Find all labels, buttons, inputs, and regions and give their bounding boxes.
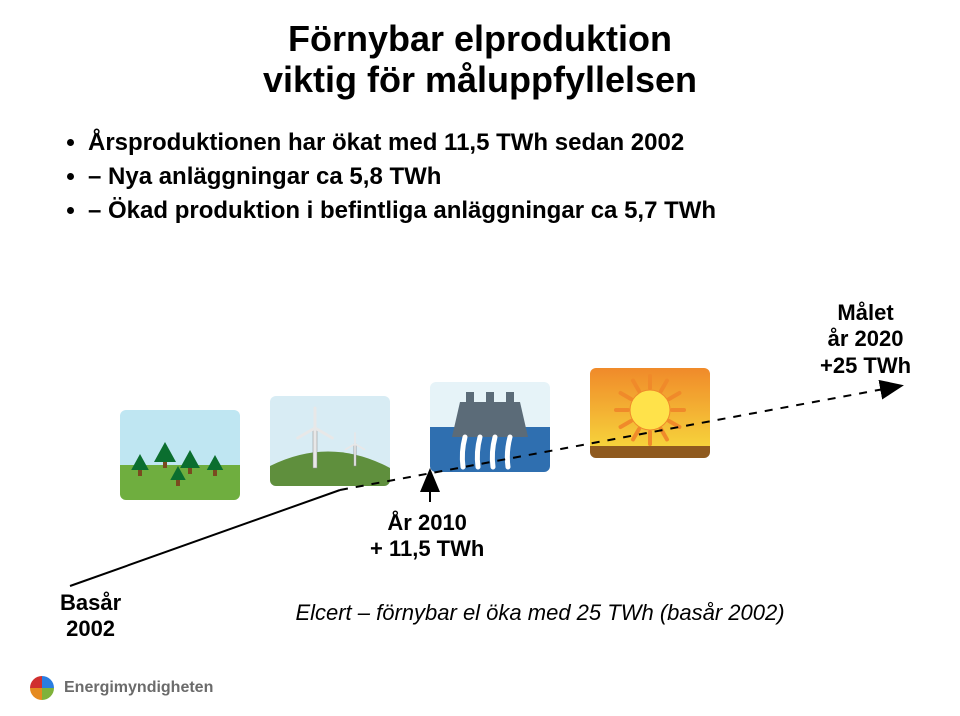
base-year-label: Basår 2002 <box>60 590 121 643</box>
title-line-2: viktig för måluppfyllelsen <box>0 59 960 100</box>
bullet-sub-2: Ökad produktion i befintliga anläggninga… <box>88 197 960 225</box>
year-2010-label: År 2010 + 11,5 TWh <box>370 510 484 563</box>
logo-swirl-icon <box>28 674 56 702</box>
logo-text: Energimyndigheten <box>64 679 213 697</box>
base-year-line2: 2002 <box>60 616 121 642</box>
energimyndigheten-logo: Energimyndigheten <box>28 674 213 702</box>
title-line-1: Förnybar elproduktion <box>0 18 960 59</box>
base-year-line1: Basår <box>60 590 121 616</box>
slide-title: Förnybar elproduktion viktig för måluppf… <box>0 0 960 101</box>
bullet-list: Årsproduktionen har ökat med 11,5 TWh se… <box>60 129 960 225</box>
target-line1: Målet <box>820 300 911 326</box>
bullet-sub-1: Nya anläggningar ca 5,8 TWh <box>88 163 960 191</box>
bullet-main: Årsproduktionen har ökat med 11,5 TWh se… <box>88 129 960 157</box>
year-2010-line2: + 11,5 TWh <box>370 536 484 562</box>
timeline-diagram: Basår 2002 År 2010 + 11,5 TWh Målet år 2… <box>0 300 960 660</box>
elcert-caption: Elcert – förnybar el öka med 25 TWh (bas… <box>260 600 820 626</box>
target-line3: +25 TWh <box>820 353 911 379</box>
target-line2: år 2020 <box>820 326 911 352</box>
target-2020-label: Målet år 2020 +25 TWh <box>820 300 911 379</box>
slide: Förnybar elproduktion viktig för måluppf… <box>0 0 960 716</box>
year-2010-line1: År 2010 <box>370 510 484 536</box>
